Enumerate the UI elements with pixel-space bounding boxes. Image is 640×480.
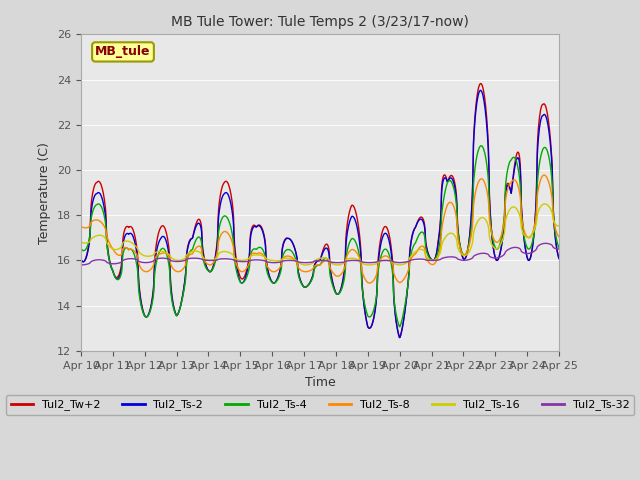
Tul2_Ts-4 <box>491 243 499 249</box>
Tul2_Ts-16 <box>490 245 498 251</box>
Tul2_Tw+2 <box>438 186 445 192</box>
Tul2_Ts-4 <box>202 264 209 269</box>
Tul2_Tw+2 <box>477 81 484 86</box>
Tul2_Ts-32 <box>78 262 86 268</box>
Tul2_Ts-16 <box>541 201 548 207</box>
Tul2_Ts-16 <box>556 223 563 229</box>
Title: MB Tule Tower: Tule Temps 2 (3/23/17-now): MB Tule Tower: Tule Temps 2 (3/23/17-now… <box>171 15 469 29</box>
Tul2_Ts-4 <box>438 214 445 219</box>
Tul2_Ts-8 <box>540 172 548 178</box>
Tul2_Ts-2 <box>282 237 289 243</box>
Tul2_Ts-8 <box>438 228 445 234</box>
Line: Tul2_Ts-4: Tul2_Ts-4 <box>81 146 559 327</box>
Tul2_Ts-8 <box>202 259 209 265</box>
Line: Tul2_Ts-32: Tul2_Ts-32 <box>81 243 559 265</box>
Tul2_Ts-32 <box>418 256 426 262</box>
Tul2_Ts-4 <box>556 245 563 251</box>
Tul2_Tw+2 <box>77 256 84 262</box>
Tul2_Ts-4 <box>396 324 403 330</box>
Line: Tul2_Ts-16: Tul2_Ts-16 <box>81 204 559 265</box>
Tul2_Ts-4 <box>477 143 485 149</box>
Tul2_Ts-8 <box>282 254 289 260</box>
Tul2_Ts-2 <box>491 253 499 259</box>
Tul2_Ts-2 <box>202 261 209 267</box>
Tul2_Ts-16 <box>129 241 137 247</box>
Tul2_Ts-2 <box>477 87 484 93</box>
Tul2_Ts-16 <box>438 242 445 248</box>
Tul2_Ts-4 <box>77 245 84 251</box>
Tul2_Ts-4 <box>282 248 289 254</box>
Tul2_Ts-8 <box>77 224 84 229</box>
Tul2_Tw+2 <box>129 227 137 233</box>
Tul2_Tw+2 <box>396 335 403 340</box>
Tul2_Ts-2 <box>77 256 84 262</box>
Tul2_Ts-16 <box>77 240 84 245</box>
Tul2_Ts-2 <box>556 256 563 262</box>
Tul2_Ts-32 <box>202 257 210 263</box>
Tul2_Ts-8 <box>365 280 373 286</box>
Tul2_Ts-16 <box>202 256 209 262</box>
Tul2_Ts-32 <box>282 258 289 264</box>
Tul2_Ts-32 <box>130 256 138 262</box>
X-axis label: Time: Time <box>305 376 335 389</box>
Tul2_Ts-2 <box>418 217 426 223</box>
Tul2_Tw+2 <box>491 253 499 259</box>
Tul2_Ts-32 <box>556 246 563 252</box>
Tul2_Ts-8 <box>490 237 498 243</box>
Tul2_Ts-16 <box>282 255 289 261</box>
Text: MB_tule: MB_tule <box>95 46 151 59</box>
Tul2_Ts-32 <box>438 256 445 262</box>
Tul2_Ts-8 <box>556 234 563 240</box>
Tul2_Ts-32 <box>77 262 84 268</box>
Tul2_Ts-32 <box>542 240 550 246</box>
Legend: Tul2_Tw+2, Tul2_Ts-2, Tul2_Ts-4, Tul2_Ts-8, Tul2_Ts-16, Tul2_Ts-32: Tul2_Tw+2, Tul2_Ts-2, Tul2_Ts-4, Tul2_Ts… <box>6 395 634 415</box>
Tul2_Ts-16 <box>418 247 426 252</box>
Line: Tul2_Ts-2: Tul2_Ts-2 <box>81 90 559 337</box>
Tul2_Ts-4 <box>129 249 137 254</box>
Tul2_Ts-8 <box>129 247 137 253</box>
Tul2_Ts-2 <box>396 335 403 340</box>
Tul2_Tw+2 <box>556 256 563 262</box>
Tul2_Tw+2 <box>282 236 289 242</box>
Tul2_Ts-32 <box>490 255 498 261</box>
Tul2_Ts-4 <box>418 229 426 235</box>
Y-axis label: Temperature (C): Temperature (C) <box>38 142 51 243</box>
Tul2_Ts-2 <box>438 191 445 196</box>
Line: Tul2_Tw+2: Tul2_Tw+2 <box>81 84 559 337</box>
Tul2_Ts-16 <box>365 262 373 268</box>
Tul2_Ts-2 <box>129 234 137 240</box>
Tul2_Tw+2 <box>202 260 209 266</box>
Line: Tul2_Ts-8: Tul2_Ts-8 <box>81 175 559 283</box>
Tul2_Ts-8 <box>418 243 426 249</box>
Tul2_Tw+2 <box>418 215 426 220</box>
